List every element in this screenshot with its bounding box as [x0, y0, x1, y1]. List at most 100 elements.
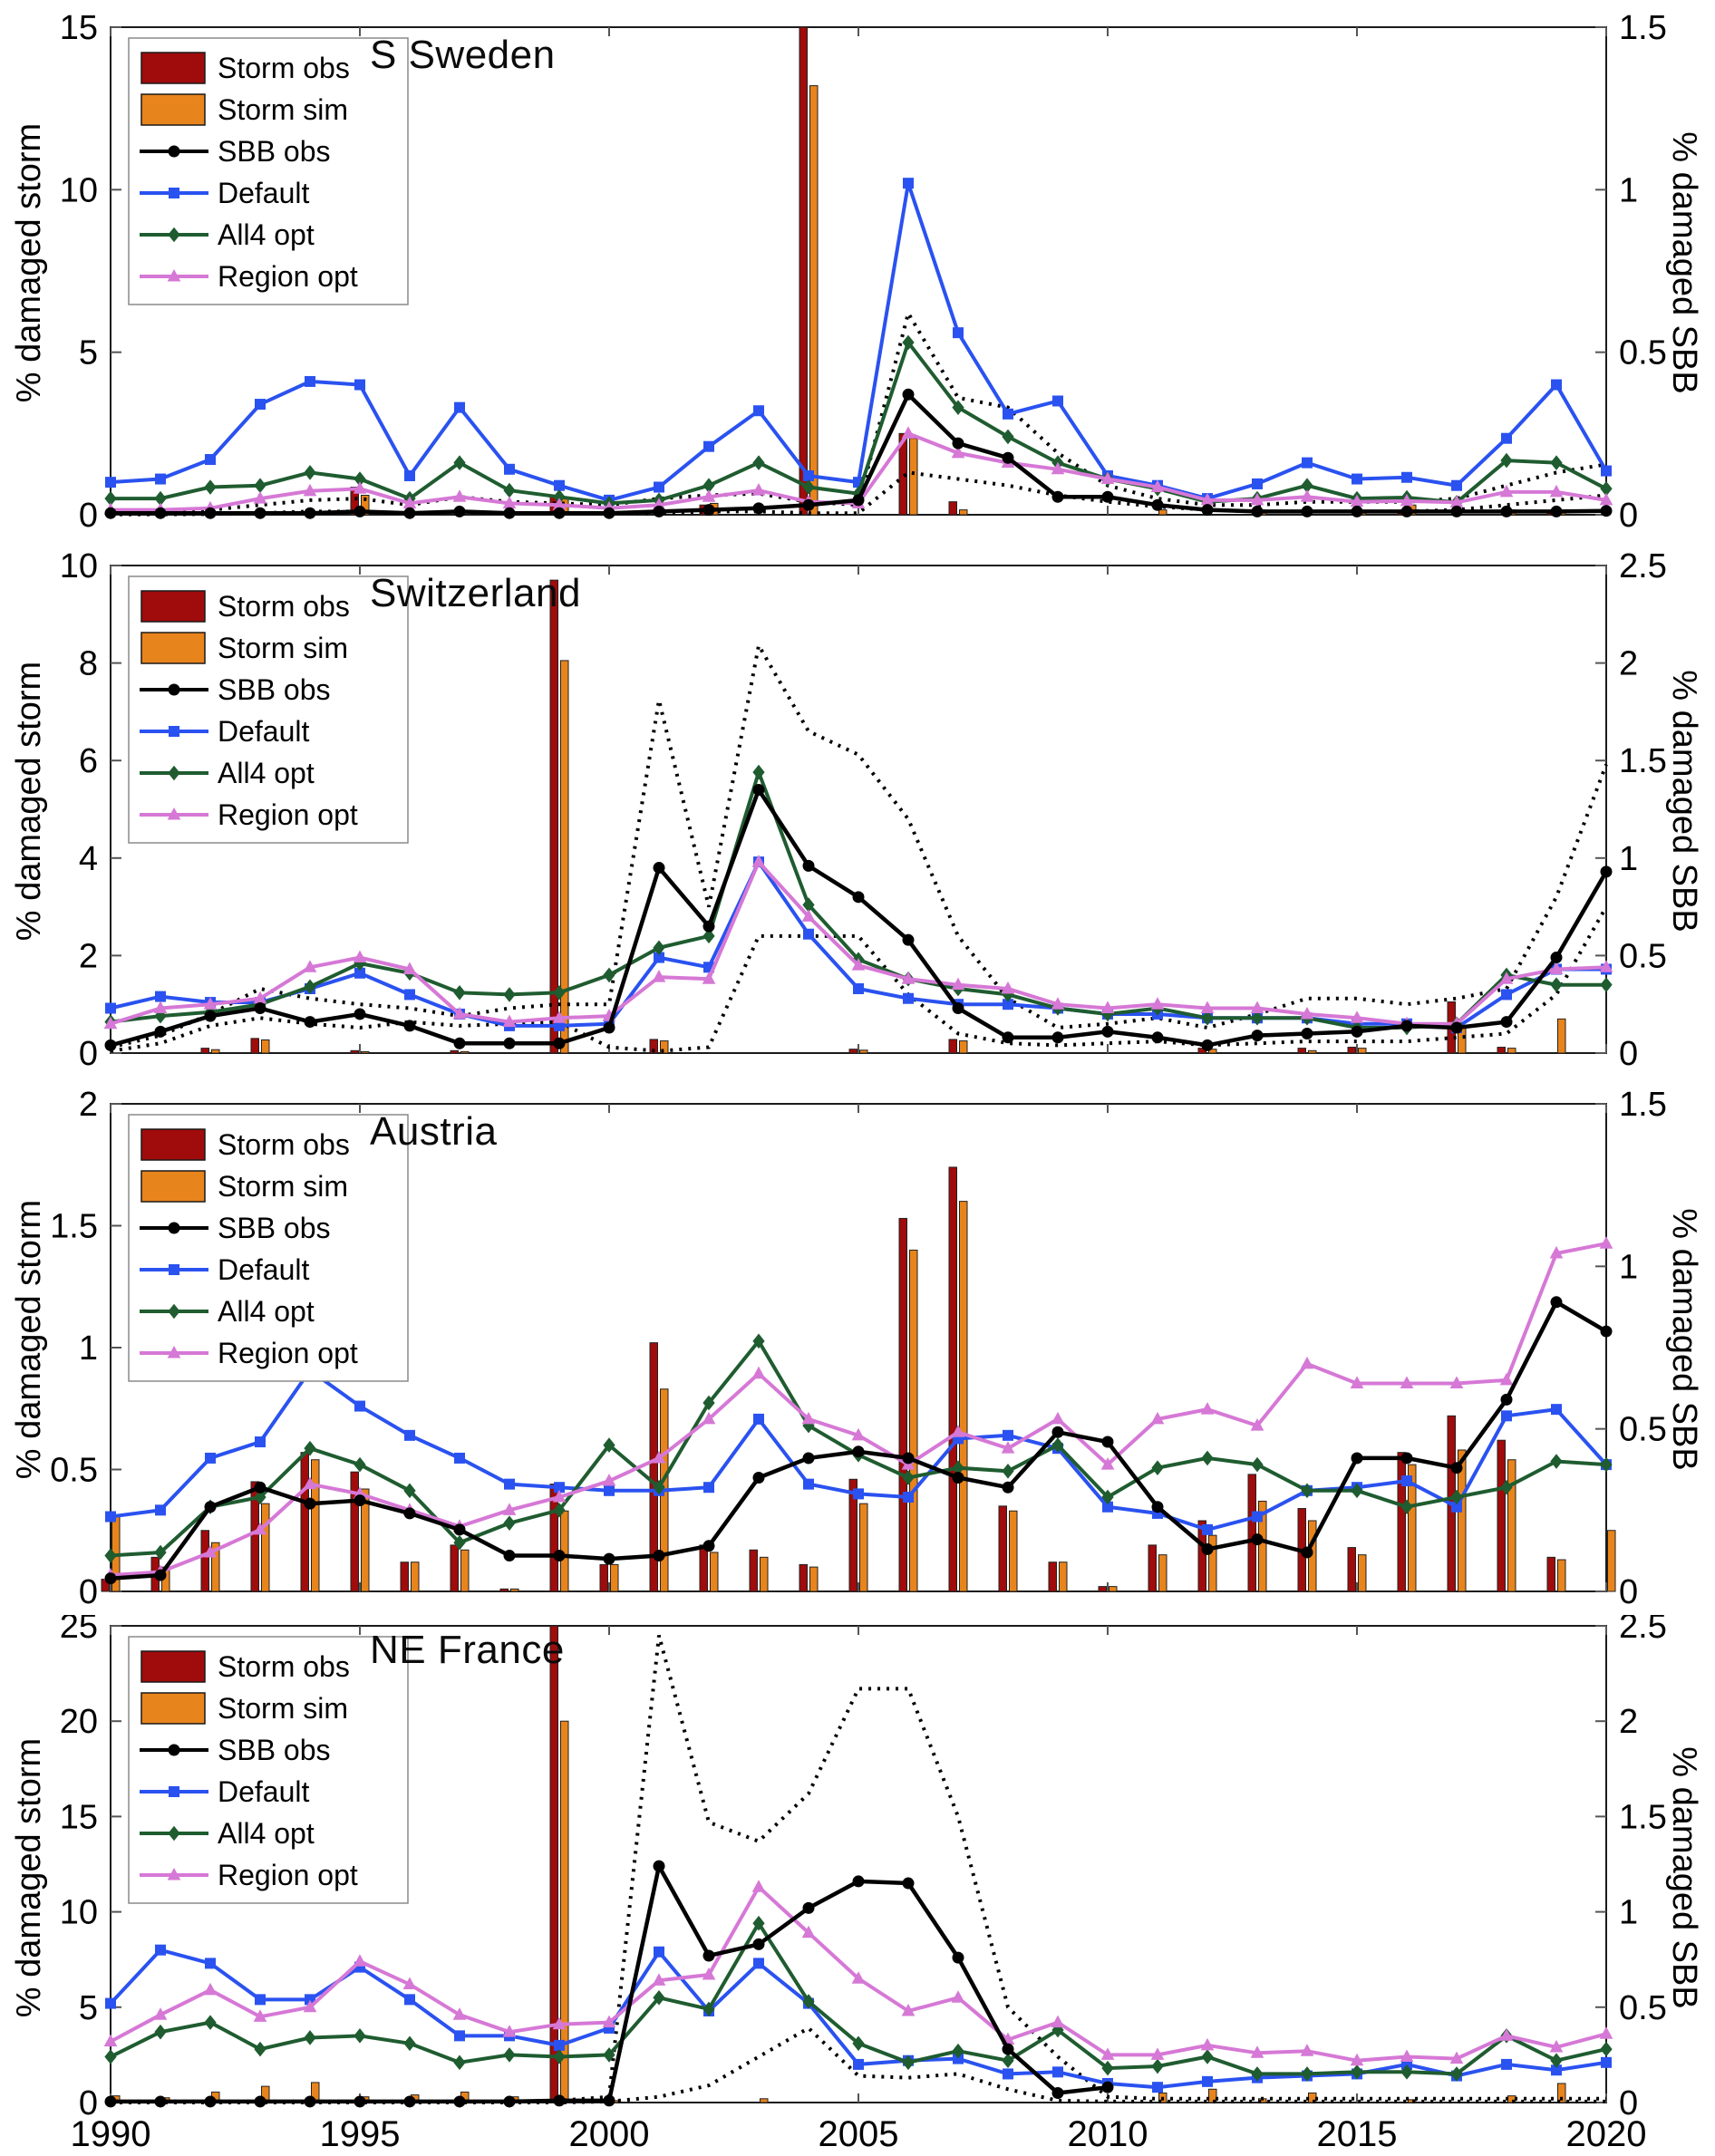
series-marker-diamond — [603, 2047, 615, 2063]
storm_sim-bar-2013 — [1258, 1500, 1267, 1592]
series-marker-triangle — [1449, 1376, 1464, 1388]
series-marker-circle — [1550, 1296, 1563, 1309]
series-marker-triangle — [1250, 1418, 1264, 1431]
series-marker-triangle — [1549, 1245, 1564, 1259]
series-marker-diamond — [802, 1994, 815, 2009]
series-marker-triangle — [353, 950, 367, 963]
series-marker-triangle — [167, 268, 181, 282]
series-marker-triangle — [502, 2025, 517, 2037]
storm_obs-bar-2001 — [649, 1342, 658, 1592]
series-marker-circle — [254, 1481, 266, 1494]
series-marker-circle — [553, 507, 566, 519]
series-marker-square — [1501, 1410, 1512, 1422]
storm-sim-swatch — [140, 632, 206, 664]
series-marker-triangle — [1100, 2047, 1115, 2060]
series-marker-triangle — [103, 2034, 118, 2047]
storm_sim-bar-2018 — [1507, 1459, 1516, 1592]
legend-label: Storm sim — [218, 1692, 348, 1725]
storm_sim-bar-1995 — [361, 1050, 370, 1054]
storm_sim-bar-2009 — [1059, 1561, 1068, 1592]
series-marker-diamond — [503, 482, 516, 498]
series-marker-diamond — [553, 2049, 566, 2064]
series-marker-circle — [204, 507, 217, 519]
series-marker-diamond — [1450, 2066, 1463, 2082]
series-marker-square — [205, 1452, 216, 1464]
series-marker-square — [105, 1511, 116, 1523]
storm_obs-bar-2005 — [848, 1049, 858, 1054]
series-marker-triangle — [153, 2007, 168, 2020]
series-marker-triangle — [1599, 492, 1613, 506]
series-marker-circle — [204, 2095, 217, 2108]
y-tick-label-right: 1.5 — [1619, 1798, 1667, 1836]
series-marker-diamond — [254, 2041, 266, 2057]
series-marker-square — [504, 463, 515, 475]
series-marker-square — [1501, 432, 1512, 444]
series-marker-circle — [952, 1002, 964, 1015]
storm_obs-bar-2014 — [1297, 1048, 1306, 1054]
series-marker-square — [903, 1491, 914, 1503]
series-marker-triangle — [167, 1345, 181, 1358]
storm-obs-swatch — [140, 52, 206, 84]
storm_obs-bar-1995 — [350, 487, 359, 516]
series-marker-square — [1401, 1475, 1412, 1487]
storm_sim-bar-2004 — [809, 85, 819, 516]
series-marker-circle — [154, 1025, 167, 1038]
storm_sim-bar-2015 — [1358, 1554, 1367, 1592]
storm-sim-swatch — [140, 1692, 206, 1725]
series-marker-triangle — [452, 1006, 467, 1020]
legend-item-storm-obs: Storm obs — [140, 1650, 350, 1683]
series-marker-diamond — [1002, 2053, 1014, 2069]
series-marker-circle — [403, 1507, 416, 1520]
y-tick-label-right: 1.5 — [1619, 742, 1667, 780]
storm_sim-bar-1995 — [361, 1488, 370, 1592]
series-marker-square — [1601, 465, 1612, 477]
series-marker-triangle — [303, 960, 317, 972]
series-marker-triangle — [951, 1425, 965, 1437]
series-marker-square — [169, 1786, 179, 1797]
series-marker-diamond — [653, 1479, 665, 1495]
storm_obs-bar-2019 — [1546, 1556, 1555, 1592]
series-marker-triangle — [951, 1990, 965, 2003]
series-marker-square — [155, 1504, 166, 1516]
series-marker-circle — [653, 1860, 665, 1872]
series-marker-circle — [1351, 505, 1363, 517]
series-marker-diamond — [1600, 1456, 1613, 1473]
series-marker-circle — [453, 2095, 466, 2108]
series-marker-circle — [1151, 498, 1164, 511]
series-marker-square — [1202, 2075, 1213, 2087]
storm_sim-bar-1992 — [211, 1049, 220, 1054]
series-marker-triangle — [951, 445, 965, 459]
series-marker-square — [803, 469, 814, 481]
series-marker-triangle — [1250, 2045, 1264, 2058]
series-marker-diamond — [802, 479, 815, 495]
series-marker-triangle — [1300, 1356, 1314, 1369]
legend-item-all4-opt: All4 opt — [140, 1295, 315, 1328]
storm_sim-bar-2018 — [1507, 1048, 1516, 1054]
series-marker-triangle — [1350, 2053, 1364, 2066]
series-marker-triangle — [1100, 1457, 1115, 1470]
series-marker-circle — [354, 1494, 366, 1507]
series-marker-triangle — [402, 962, 417, 974]
series-marker-diamond — [1251, 2066, 1264, 2082]
series-marker-circle — [1101, 2081, 1114, 2093]
storm_sim-bar-2016 — [1408, 2099, 1417, 2103]
storm_obs-bar-2011 — [1148, 1544, 1157, 1592]
series-marker-circle — [1600, 505, 1613, 517]
series-marker-circle — [304, 507, 316, 519]
series-marker-circle — [702, 1949, 715, 1962]
series-marker-circle — [952, 1471, 964, 1484]
storm_sim-bar-2020 — [1607, 1530, 1616, 1592]
legend-label: Default — [218, 1775, 310, 1808]
legend-label: Default — [218, 1253, 310, 1286]
series-marker-diamond — [1351, 2064, 1363, 2080]
series-marker-triangle — [652, 1450, 666, 1464]
series-marker-diamond — [304, 2030, 316, 2045]
storm_sim-bar-2002 — [710, 1552, 719, 1592]
series-marker-diamond — [304, 979, 316, 995]
series-sbb-obs — [104, 388, 1613, 519]
series-marker-triangle — [452, 489, 467, 502]
legend-item-sbb-obs: SBB obs — [140, 135, 331, 168]
series-marker-diamond — [503, 1515, 516, 1531]
series-marker-diamond — [852, 2035, 865, 2052]
storm_obs-bar-2000 — [599, 1563, 608, 1592]
